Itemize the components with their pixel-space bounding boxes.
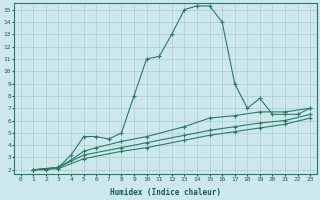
X-axis label: Humidex (Indice chaleur): Humidex (Indice chaleur): [110, 188, 221, 197]
